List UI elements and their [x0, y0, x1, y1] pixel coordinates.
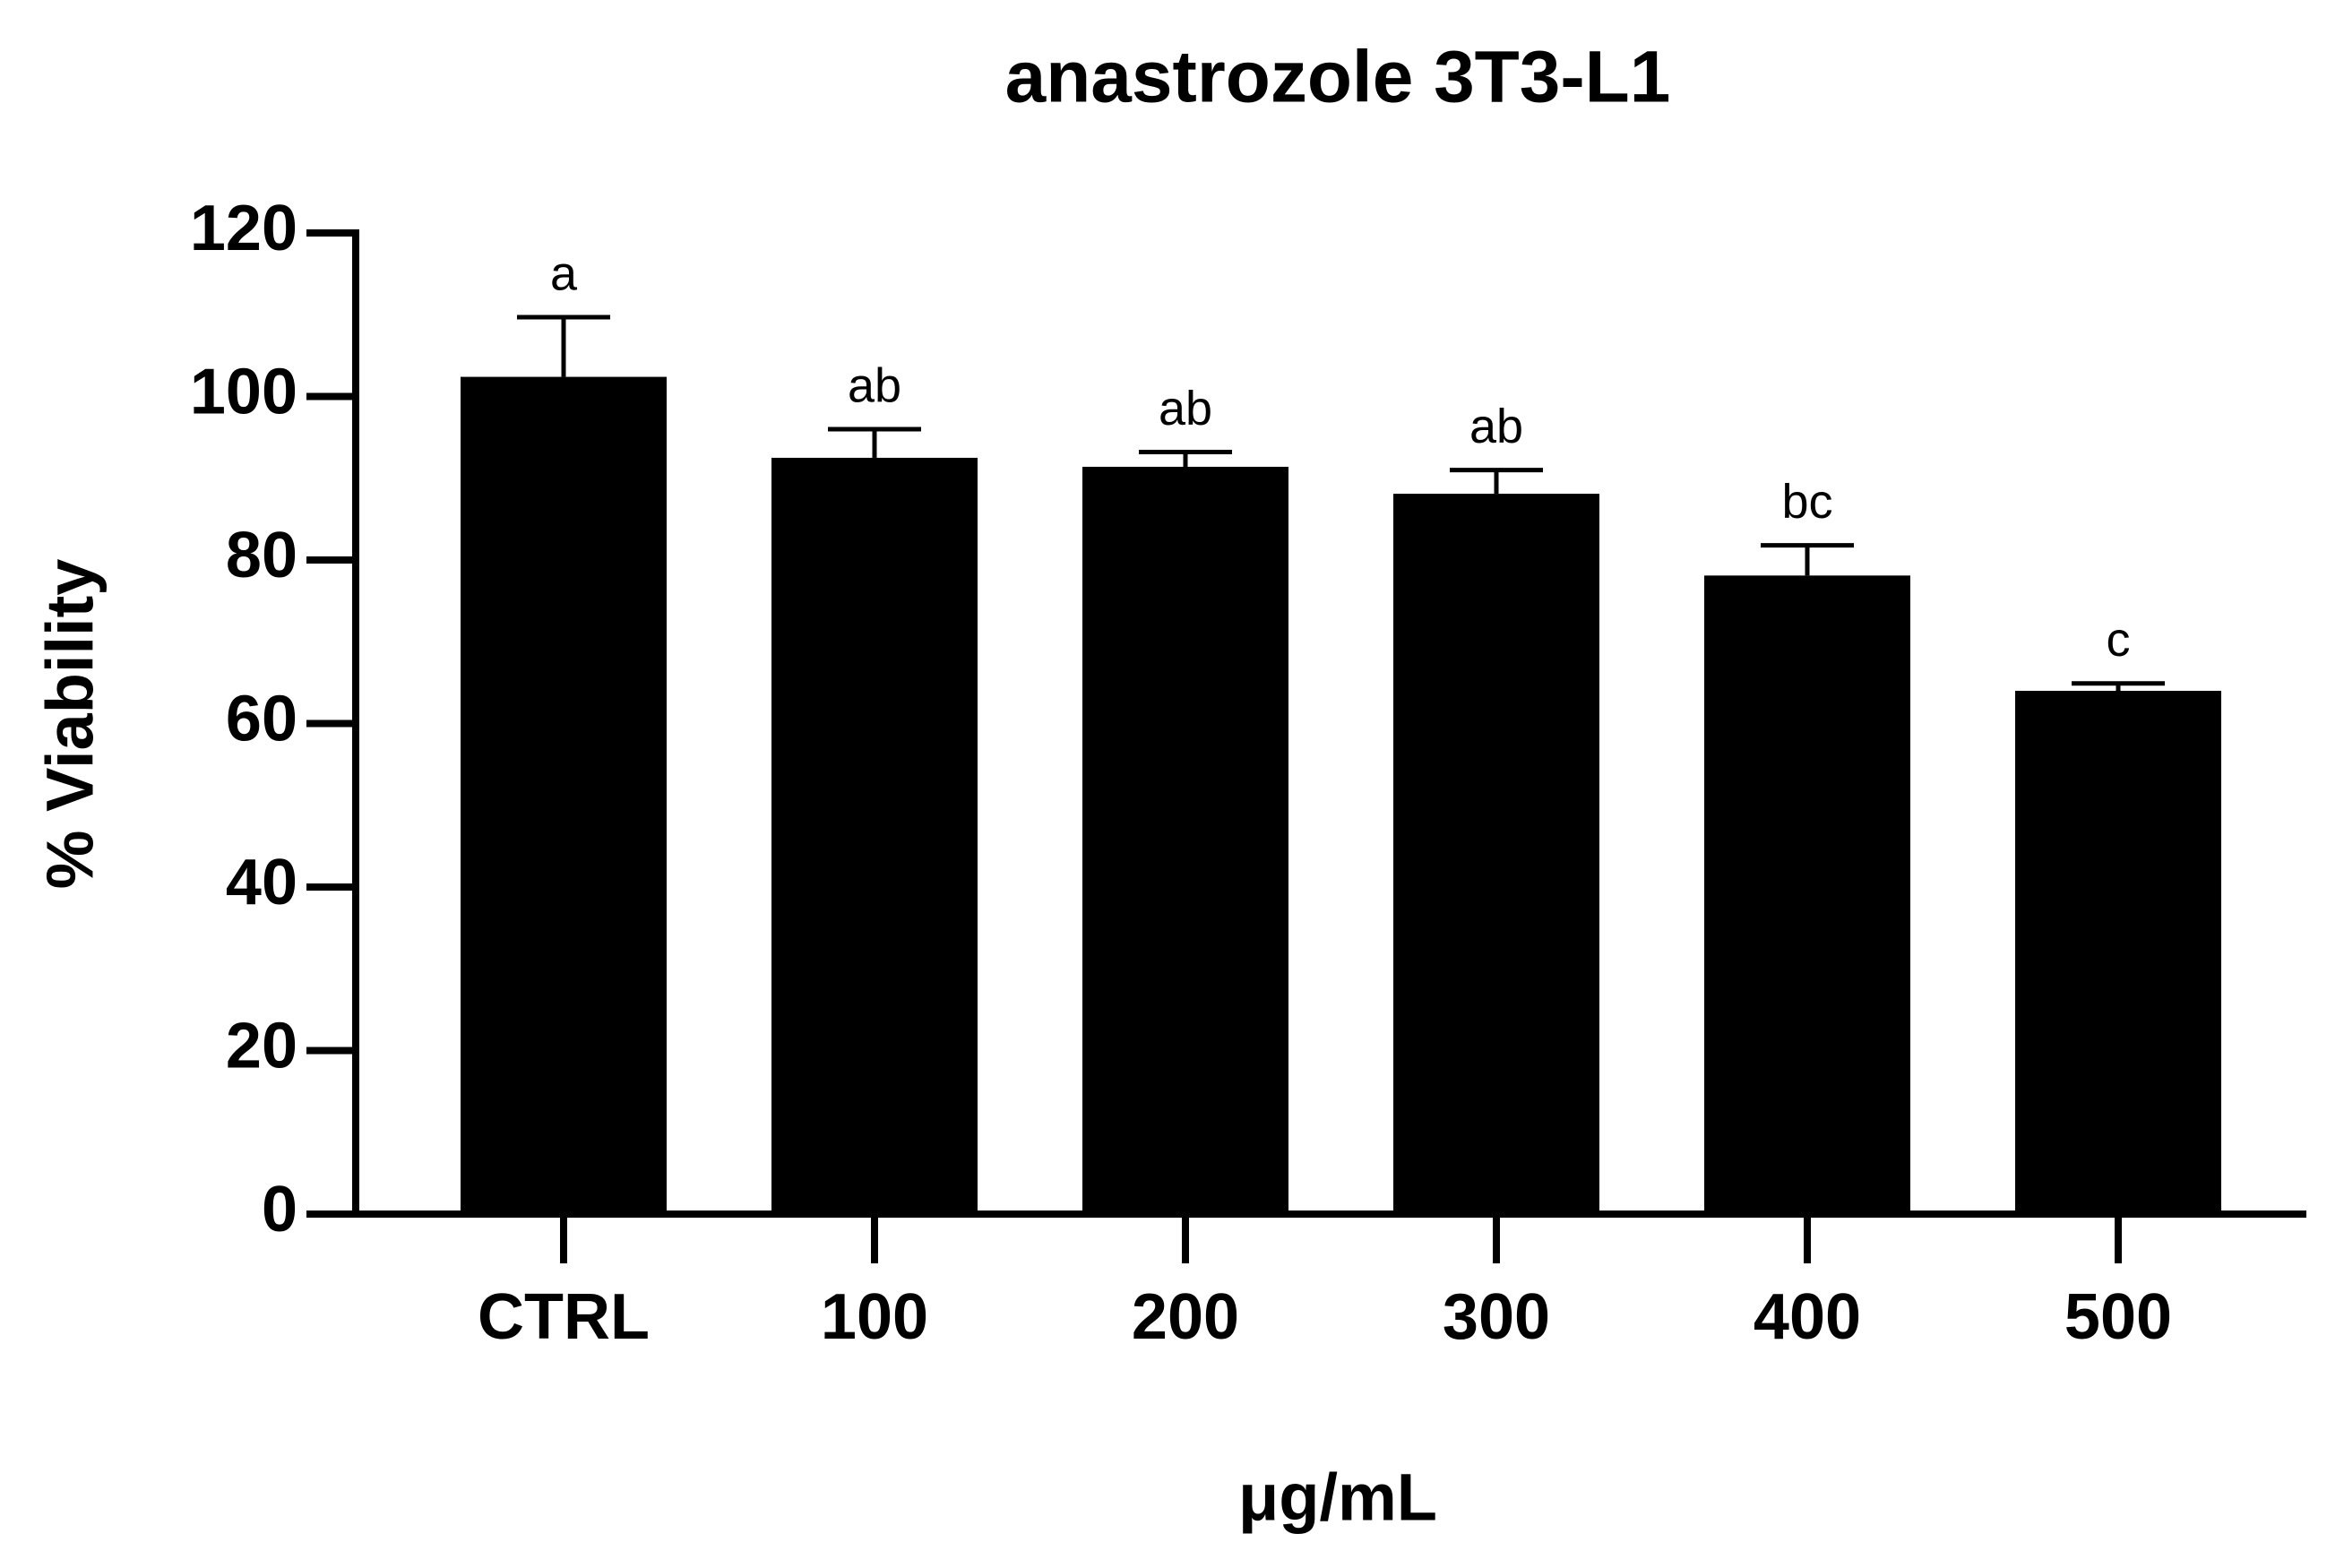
x-tick-label: CTRL [478, 1281, 650, 1353]
x-axis-label: μg/mL [1238, 1460, 1437, 1535]
annotation: a [550, 246, 578, 300]
annotation: c [2107, 613, 2131, 667]
y-axis-label: % Viability [33, 559, 108, 890]
y-tick-label: 60 [226, 684, 297, 755]
annotation: ab [848, 358, 901, 412]
x-tick-label: 400 [1754, 1281, 1861, 1353]
annotation: bc [1781, 475, 1832, 529]
chart-title: anastrozole 3T3-L1 [1005, 37, 1671, 118]
bar [461, 376, 667, 1215]
x-tick-label: 500 [2064, 1281, 2172, 1353]
x-tick-label: 200 [1132, 1281, 1239, 1353]
y-tick-label: 40 [226, 847, 297, 918]
annotation: ab [1159, 382, 1212, 435]
y-tick-label: 100 [190, 357, 297, 428]
bar [1082, 466, 1288, 1214]
x-tick-label: 300 [1443, 1281, 1550, 1353]
bar [771, 457, 978, 1214]
x-tick-label: 100 [821, 1281, 928, 1353]
y-tick-label: 80 [226, 520, 297, 591]
bar [1704, 575, 1910, 1214]
y-tick-label: 0 [262, 1174, 297, 1245]
y-tick-label: 20 [226, 1011, 297, 1082]
annotation: ab [1469, 400, 1523, 453]
bar [2015, 691, 2221, 1214]
y-tick-label: 120 [190, 193, 297, 264]
bar [1393, 494, 1599, 1214]
